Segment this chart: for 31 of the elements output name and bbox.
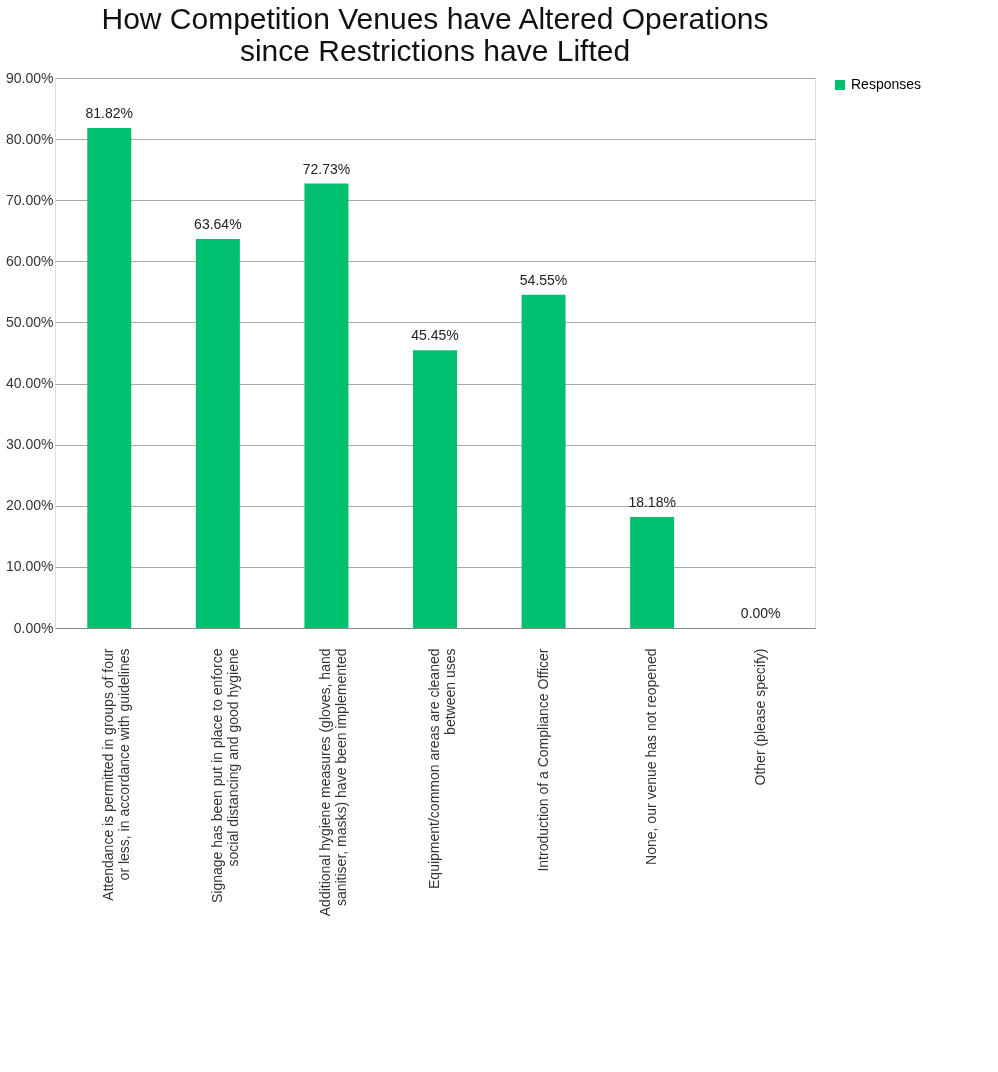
text: How Competition Venues have Altered Operations	[101, 2, 769, 35]
y-tick-label: 50.00%	[6, 313, 54, 330]
y-tick-label: 80.00%	[6, 130, 54, 147]
x-tick-label: Equipment/common areas are cleaned between uses	[426, 648, 458, 889]
data-label: 54.55%	[519, 271, 568, 288]
text: since Restrictions have Lifted	[239, 34, 631, 67]
data-label: 63.64%	[194, 216, 242, 233]
data-label: 0.00%	[740, 605, 781, 621]
data-label: 72.73%	[302, 160, 351, 177]
y-tick-label: 70.00%	[6, 191, 54, 208]
y-tick-label: 10.00%	[6, 558, 54, 575]
data-label: 18.18%	[628, 493, 676, 510]
y-tick-label: 30.00%	[6, 436, 54, 453]
bar	[87, 127, 132, 628]
bar	[195, 239, 240, 628]
y-tick-label: 90.00%	[6, 69, 54, 86]
y-tick-label: 40.00%	[6, 375, 54, 392]
bar	[413, 350, 457, 628]
bar	[630, 516, 675, 628]
bar	[304, 183, 349, 628]
y-tick-label: 60.00%	[6, 252, 54, 269]
data-label: 45.45%	[411, 327, 459, 344]
x-tick-label: None, our venue has not reopened	[643, 648, 660, 865]
bar	[521, 294, 566, 628]
y-tick-label: 0.00%	[13, 619, 54, 636]
y-tick-label: 20.00%	[6, 497, 54, 514]
legend-label: Responses	[851, 76, 922, 92]
x-tick-label: Attendance is permitted in groups of four or less, in accordance with guidelines	[100, 648, 133, 901]
x-tick-label: Introduction of a Compliance Officer	[534, 648, 551, 872]
data-label: 81.82%	[85, 104, 134, 121]
x-tick-label: Other (please specify)	[751, 648, 768, 786]
